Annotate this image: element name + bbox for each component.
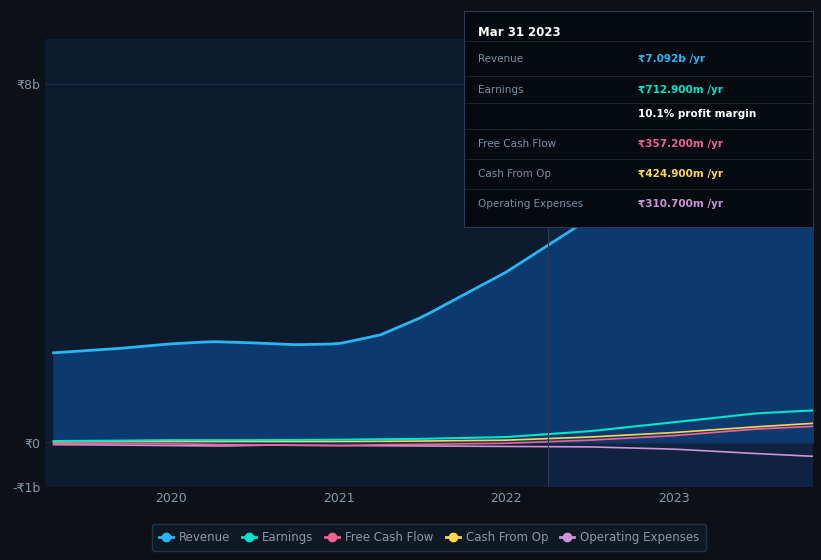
Text: ₹7.092b /yr: ₹7.092b /yr <box>639 54 705 64</box>
Text: Mar 31 2023: Mar 31 2023 <box>478 26 561 39</box>
Legend: Revenue, Earnings, Free Cash Flow, Cash From Op, Operating Expenses: Revenue, Earnings, Free Cash Flow, Cash … <box>152 524 706 550</box>
Text: Free Cash Flow: Free Cash Flow <box>478 139 556 149</box>
Bar <box>548 39 813 487</box>
Text: Cash From Op: Cash From Op <box>478 169 551 179</box>
Text: Revenue: Revenue <box>478 54 523 64</box>
Text: ₹424.900m /yr: ₹424.900m /yr <box>639 169 723 179</box>
Text: 10.1% profit margin: 10.1% profit margin <box>639 109 757 119</box>
Text: ₹357.200m /yr: ₹357.200m /yr <box>639 139 723 149</box>
Text: ₹712.900m /yr: ₹712.900m /yr <box>639 85 723 95</box>
Text: Operating Expenses: Operating Expenses <box>478 199 583 209</box>
Text: ₹310.700m /yr: ₹310.700m /yr <box>639 199 723 209</box>
Text: Earnings: Earnings <box>478 85 523 95</box>
